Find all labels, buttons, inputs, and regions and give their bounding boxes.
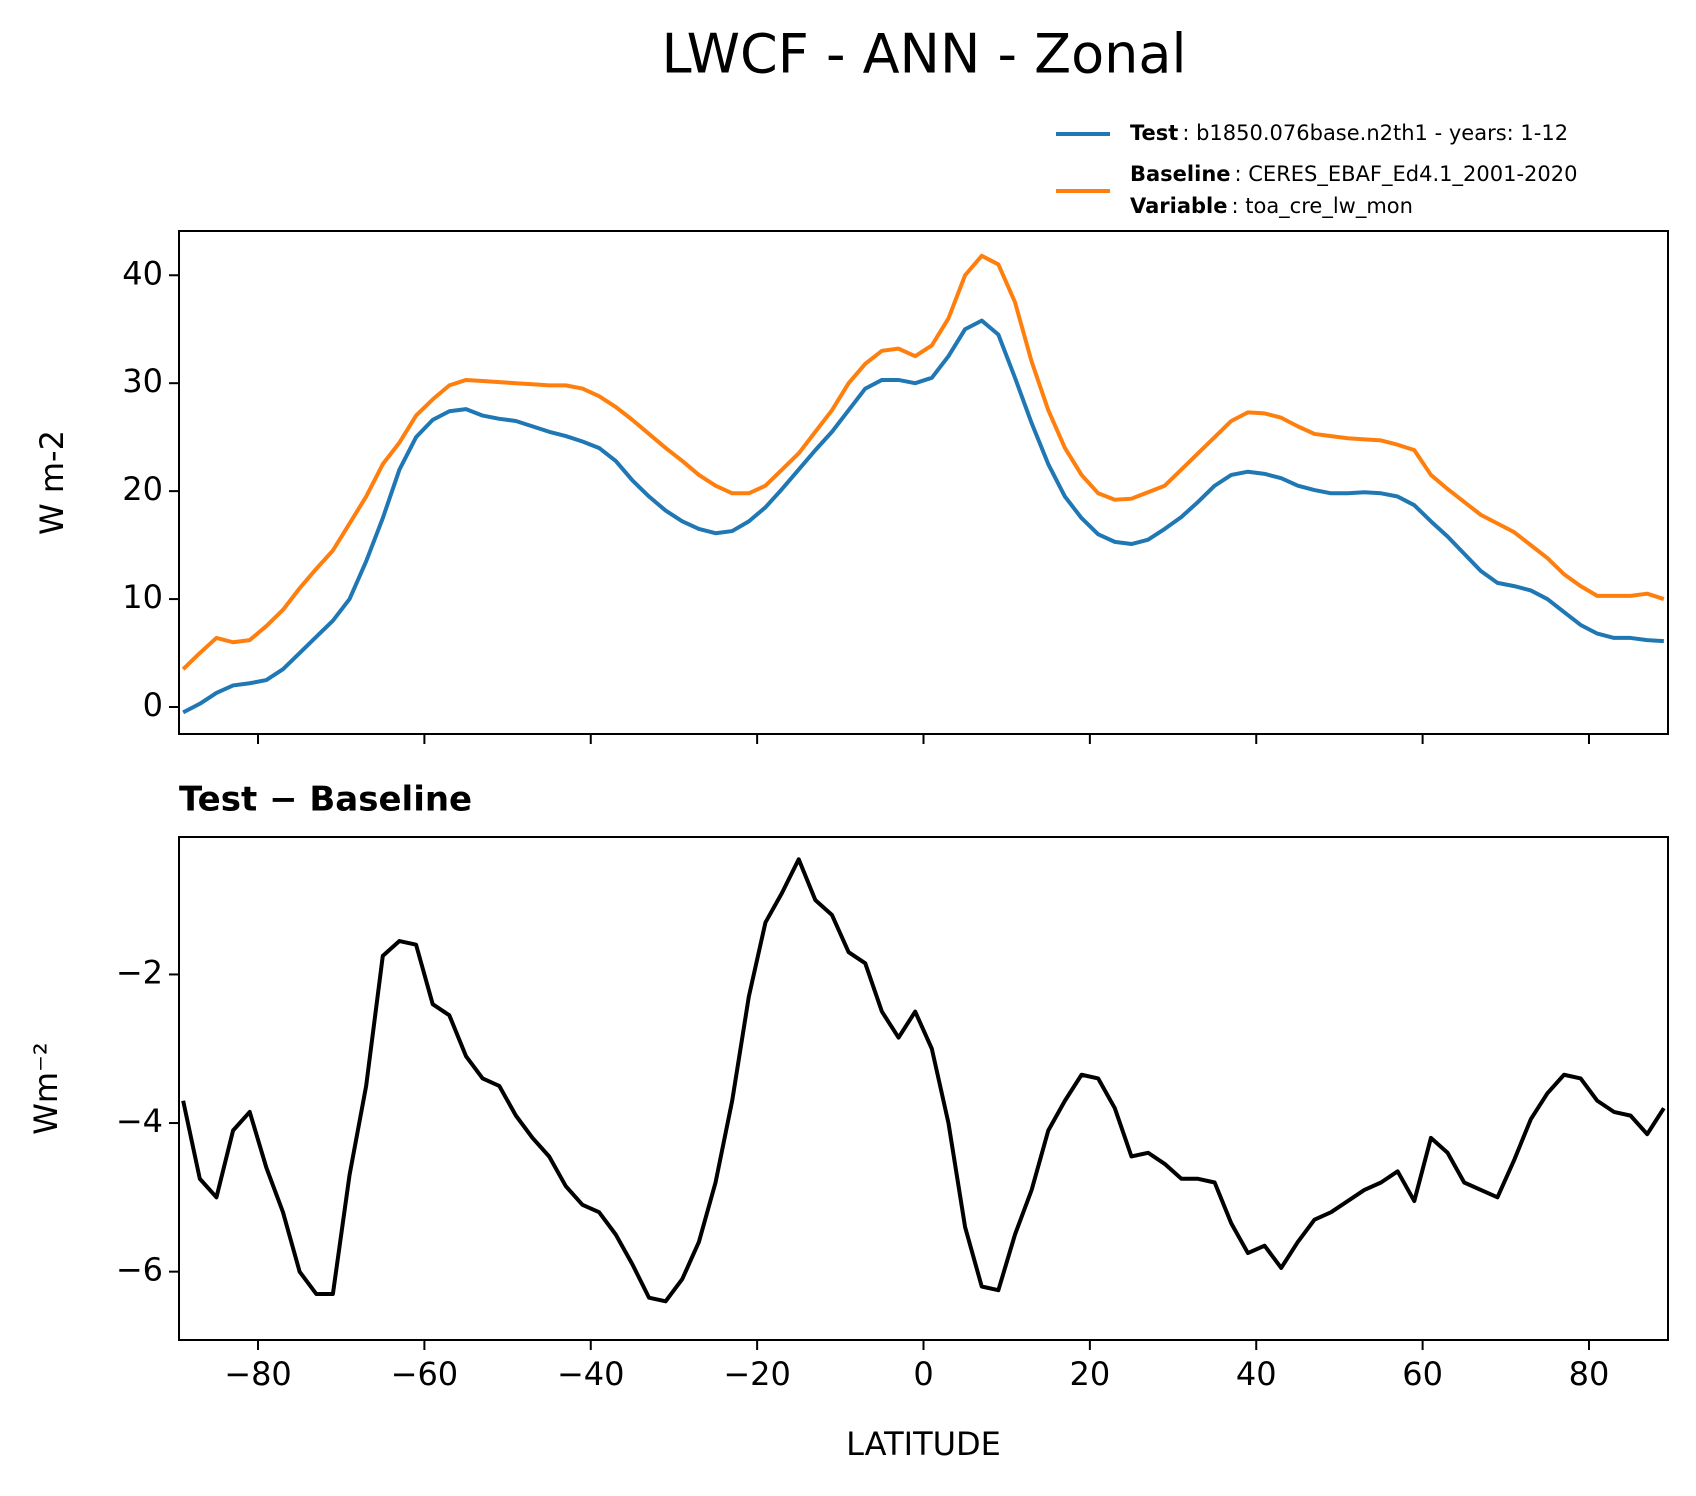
legend-label: Variable: toa_cre_lw_mon xyxy=(1130,194,1413,219)
plot-frame xyxy=(178,230,1669,735)
data-line xyxy=(181,253,1665,671)
legend-name: Baseline xyxy=(1130,162,1231,186)
x-axis-label: LATITUDE xyxy=(846,1425,1001,1463)
y-tick-label: 0 xyxy=(143,686,163,724)
legend-label: Test: b1850.076base.n2th1 - years: 1-12 xyxy=(1130,121,1568,145)
legend-name: Test xyxy=(1130,121,1178,145)
y-tick-label: 20 xyxy=(122,470,163,508)
y-axis-label: Wm⁻² xyxy=(27,1042,65,1135)
x-tick-label: −40 xyxy=(557,1355,625,1393)
y-tick-label: 30 xyxy=(122,362,163,400)
x-tick-label: 80 xyxy=(1569,1355,1610,1393)
legend-name: Variable xyxy=(1130,194,1227,218)
x-tick-label: −20 xyxy=(723,1355,791,1393)
y-tick-label: −6 xyxy=(116,1251,163,1289)
y-axis-label: W m-2 xyxy=(33,430,71,535)
legend-detail: : b1850.076base.n2th1 - years: 1-12 xyxy=(1182,121,1568,145)
legend-detail: : CERES_EBAF_Ed4.1_2001-2020 xyxy=(1235,162,1578,187)
figure-title: LWCF - ANN - Zonal xyxy=(662,23,1187,86)
y-tick-label: −4 xyxy=(116,1102,163,1140)
legend-detail: : toa_cre_lw_mon xyxy=(1231,194,1412,219)
data-line xyxy=(182,318,1664,715)
y-tick-label: 10 xyxy=(122,578,163,616)
chart-title: Test − Baseline xyxy=(179,780,472,820)
x-tick-label: 20 xyxy=(1070,1355,1111,1393)
x-tick-label: 40 xyxy=(1236,1355,1277,1393)
plot-frame xyxy=(178,836,1669,1341)
x-tick-label: 0 xyxy=(913,1355,933,1393)
x-tick-label: −80 xyxy=(224,1355,292,1393)
y-tick-label: 40 xyxy=(122,254,163,292)
legend-label: Baseline: CERES_EBAF_Ed4.1_2001-2020 xyxy=(1130,162,1577,187)
data-line xyxy=(181,857,1666,1304)
x-tick-label: −60 xyxy=(391,1355,459,1393)
x-tick-label: 60 xyxy=(1402,1355,1443,1393)
y-tick-label: −2 xyxy=(116,953,163,991)
